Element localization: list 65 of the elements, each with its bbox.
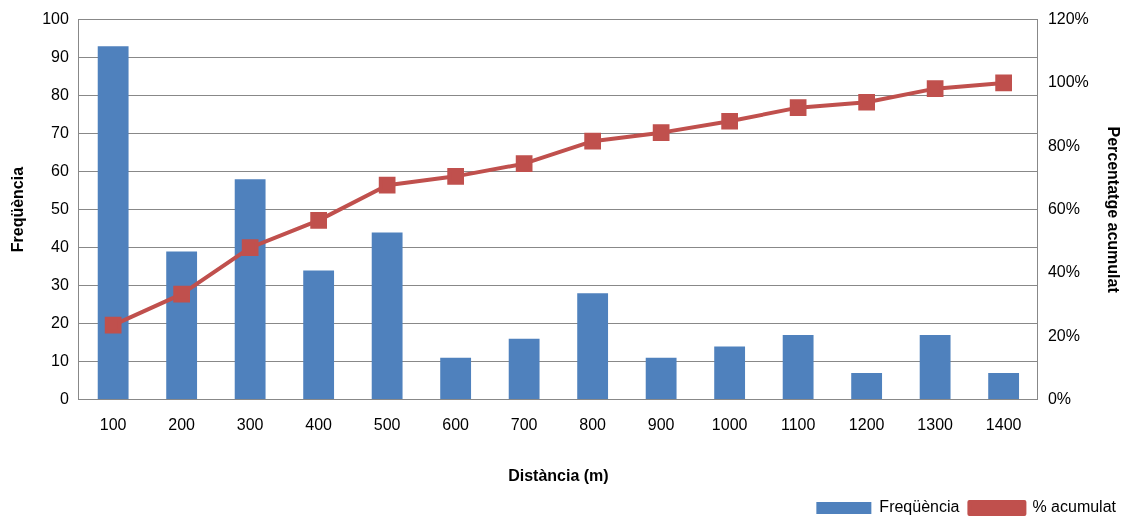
point [584,132,601,150]
point [652,124,670,142]
y2-tick-label: 20% [1047,326,1080,344]
x-tick-label: 700 [510,415,538,433]
bar [782,335,814,400]
x-tick-label: 500 [373,415,401,433]
y2-tick-label: 80% [1047,136,1080,154]
y2-tick-label: 100% [1047,73,1089,91]
y2-axis-title: Percentatge acumulat [1104,126,1122,294]
x-tick-label: 900 [647,415,675,433]
point [447,167,464,185]
y-tick-label: 60 [51,162,69,180]
y-tick-label: 30 [51,276,69,294]
point [104,316,122,334]
y-tick-label: 40 [51,238,69,256]
x-tick-label: 400 [305,415,333,433]
x-tick-label: 200 [168,415,196,433]
x-tick-label: 600 [442,415,470,433]
point [858,93,875,111]
legend-label: Freqüència [879,498,960,516]
x-tick-label: 100 [99,415,127,433]
y2-tick-label: 40% [1047,263,1080,281]
x-tick-label: 1400 [985,415,1022,433]
bar [440,357,472,400]
bar [234,179,266,400]
legend-label: % acumulat [1032,498,1117,516]
point [378,176,396,194]
bar [303,270,335,400]
x-tick-label: 800 [579,415,607,433]
point [995,74,1012,92]
x-tick-label: 1100 [780,415,816,433]
y2-tick-label: 120% [1047,10,1089,28]
x-tick-label: 300 [236,415,264,433]
y-tick-label: 90 [51,48,69,66]
bar [508,338,540,400]
y-tick-label: 80 [51,86,69,104]
point [721,112,738,130]
y2-tick-label: 0% [1047,390,1071,408]
bar [371,232,403,400]
x-tick-label: 1300 [917,415,954,433]
bar [645,357,677,400]
y-tick-label: 10 [51,352,69,370]
y-axis-title: Freqüència [9,166,27,253]
x-tick-label: 1200 [848,415,885,433]
bar [714,346,746,400]
point [926,80,944,97]
bar [988,373,1020,400]
y-tick-label: 20 [51,314,69,332]
point [515,155,533,173]
y2-tick-label: 60% [1047,200,1080,218]
y-tick-label: 0 [59,390,69,408]
x-tick-label: 1000 [711,415,748,433]
bar [851,373,883,400]
point [173,285,191,303]
x-axis-title: Distància (m) [508,466,609,484]
y-tick-label: 100 [42,10,69,28]
y-tick-label: 70 [51,124,69,142]
point [310,212,328,229]
point [241,239,259,256]
bar [97,46,129,400]
y-tick-label: 50 [51,200,69,218]
bar [166,251,198,400]
bar [577,293,609,400]
point [789,99,807,116]
bar [919,335,951,400]
